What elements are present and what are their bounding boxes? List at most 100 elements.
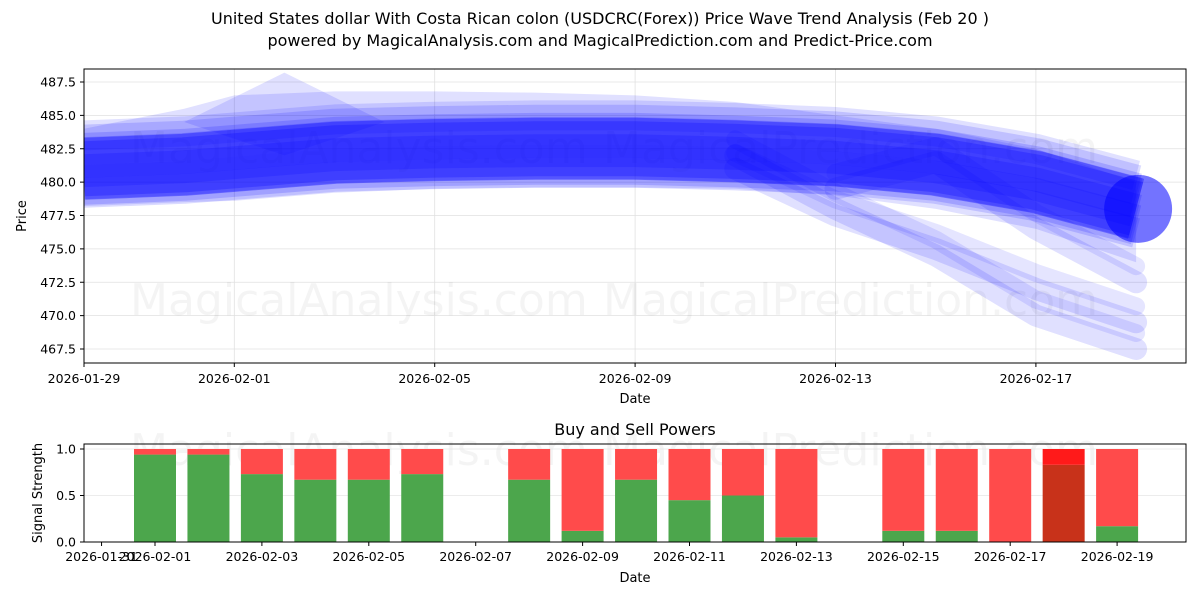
sell-bar [240,449,283,475]
y-tick-label: 482.5 [40,141,76,156]
wave-band [84,144,1142,245]
buy-bar [294,479,337,542]
sell-bar [134,449,176,455]
buy-sell-axes-frame [83,443,1187,543]
x-tick-label: 2026-02-09 [599,371,672,386]
x-tick-label: 2026-02-15 [867,549,940,564]
y-tick-label: 0.0 [56,535,76,550]
watermark: MagicalPrediction.com [603,123,1098,174]
wave-band [824,151,1148,294]
buy-sell-chart: Buy and Sell PowersMagicalAnalysis.comMa… [31,420,1187,586]
x-axis-label: Date [619,392,650,407]
sell-bar [668,449,711,501]
wave-band [84,121,1144,236]
bar-group [508,449,551,542]
bar-group [347,449,390,542]
x-tick-label: 2026-02-19 [1081,549,1154,564]
buy-bar [401,474,444,542]
bar-group [240,449,283,542]
sell-bar [347,449,390,480]
sell-bar [882,449,925,531]
wave-bands [84,72,1173,360]
bar-group [561,449,604,542]
buy-bar [134,454,176,542]
buy-bar [187,454,230,542]
y-tick-label: 480.0 [40,175,76,190]
y-tick-label: 472.5 [40,275,76,290]
x-tick-label: 2026-02-17 [1000,371,1073,386]
bar-group [721,449,764,542]
sell-bar [1042,449,1085,465]
x-tick-label: 2026-02-13 [799,371,872,386]
sell-bar [401,449,444,475]
wave-band [84,104,1142,205]
buy-bar [347,479,390,542]
wave-band [724,144,1148,360]
x-tick-label: 2026-02-09 [546,549,619,564]
sell-bar [508,449,551,480]
bar-group [668,449,711,542]
x-tick-label: 2026-01-31 [65,549,138,564]
watermark: MagicalAnalysis.com [130,275,588,326]
y-tick-label: 487.5 [40,75,76,90]
x-axis-label: Date [619,571,650,586]
y-axis-label: Signal Strength [31,443,46,543]
sell-bar [989,449,1032,542]
bar-group [775,449,818,542]
chart-title: United States dollar With Costa Rican co… [211,9,989,28]
bar-group [615,449,658,542]
bar-group [882,449,925,542]
buy-bar [1042,464,1085,542]
bar-group [1096,449,1139,542]
y-axis-label: Price [15,200,30,232]
buy-bar [935,530,978,542]
y-tick-label: 477.5 [40,208,76,223]
bar-group [294,449,337,542]
x-tick-label: 2026-02-01 [119,549,192,564]
buy-bar [508,479,551,542]
x-tick-label: 2026-02-07 [439,549,512,564]
sell-bar [187,449,230,455]
sell-bar [615,449,658,480]
wave-spike [184,72,385,156]
y-tick-label: 0.5 [56,488,76,503]
bar-group [989,449,1032,542]
x-tick-label: 2026-02-17 [974,549,1047,564]
sell-bar [561,449,604,531]
wave-band [826,137,1146,276]
watermark: MagicalPrediction.com [603,275,1098,326]
buy-sell-title: Buy and Sell Powers [554,420,716,439]
buy-bar [615,479,658,542]
x-tick-label: 2026-02-01 [198,371,271,386]
wave-band [84,117,1145,239]
wave-band [726,143,1146,316]
x-tick-label: 2026-02-13 [760,549,833,564]
buy-bar [882,530,925,542]
buy-bar [721,495,764,542]
watermark: MagicalAnalysis.com [130,123,588,174]
last-price-marker [1104,174,1173,243]
y-tick-label: 470.0 [40,308,76,323]
wave-band [724,157,1148,334]
buy-bar [561,530,604,542]
y-tick-label: 475.0 [40,241,76,256]
x-tick-label: 2026-01-29 [48,371,121,386]
chart-subtitle: powered by MagicalAnalysis.com and Magic… [267,31,933,50]
x-tick-label: 2026-02-05 [398,371,471,386]
wave-band [84,100,1140,190]
y-tick-label: 467.5 [40,342,76,357]
bar-group [134,449,176,542]
price-chart: MagicalAnalysis.com MagicalPrediction.com… [15,68,1187,407]
y-tick-label: 485.0 [40,108,76,123]
wave-band [84,134,1142,239]
sell-bar [721,449,764,496]
wave-band [84,112,1142,218]
y-tick-label: 1.0 [56,442,76,457]
sell-bar [935,449,978,531]
buy-bar [775,537,818,542]
bar-group [1042,449,1085,542]
buy-bar [240,474,283,542]
sell-bar [294,449,337,480]
sell-bar [1096,449,1139,527]
